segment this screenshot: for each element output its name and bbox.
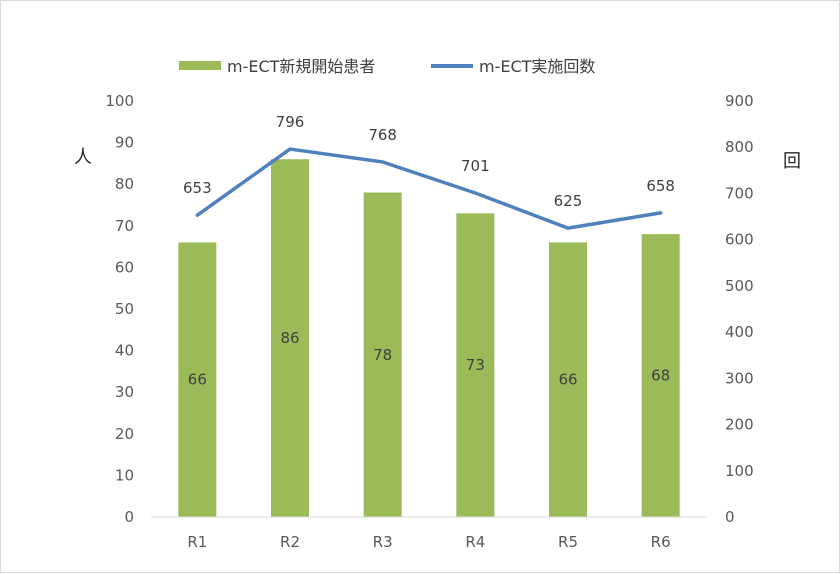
line-series: 653 796 768 701 625 658 — [183, 113, 675, 230]
y-tick-label: 90 — [115, 134, 134, 152]
bar — [456, 213, 495, 517]
y-tick-label: 40 — [115, 342, 134, 360]
y-tick-label: 20 — [115, 425, 134, 443]
line-point — [288, 147, 292, 151]
series-line — [195, 147, 663, 230]
y2-axis-ticks: 0 100 200 300 400 500 600 700 800 900 — [725, 92, 754, 526]
bar — [549, 242, 587, 517]
line-point — [381, 160, 385, 164]
line-data-label: 796 — [276, 113, 305, 131]
x-tick-label: R2 — [280, 533, 300, 551]
line-point — [473, 191, 477, 195]
line-data-label: 625 — [554, 192, 583, 210]
y-tick-label: 0 — [124, 508, 134, 526]
y2-tick-label: 100 — [725, 462, 754, 480]
y-tick-label: 30 — [115, 383, 134, 401]
bar-series: 66 86 78 73 66 68 — [178, 159, 680, 518]
y2-tick-label: 0 — [725, 508, 735, 526]
y-tick-label: 80 — [115, 175, 134, 193]
legend-line-label: m-ECT実施回数 — [479, 57, 595, 76]
line-data-label: 653 — [183, 179, 212, 197]
x-tick-label: R3 — [373, 533, 393, 551]
y2-axis-title: 回 — [783, 151, 801, 172]
x-tick-label: R1 — [187, 533, 207, 551]
bar-data-label: 73 — [466, 356, 485, 374]
bar-data-label: 66 — [558, 371, 577, 389]
line-point — [195, 213, 199, 217]
x-tick-label: R4 — [465, 533, 485, 551]
bar-data-label: 66 — [188, 371, 207, 389]
bar — [271, 159, 309, 518]
y-axis-ticks: 0 10 20 30 40 50 60 70 80 90 100 — [105, 92, 134, 526]
y-tick-label: 70 — [115, 217, 134, 235]
y2-tick-label: 500 — [725, 277, 754, 295]
bar — [178, 242, 217, 517]
y-tick-label: 100 — [105, 92, 134, 110]
y2-tick-label: 200 — [725, 416, 754, 434]
legend-bar-label: m-ECT新規開始患者 — [227, 57, 375, 76]
x-axis-ticks: R1 R2 R3 R4 R5 R6 — [187, 533, 670, 551]
bar-data-label: 68 — [651, 367, 670, 385]
y-tick-label: 10 — [115, 466, 134, 484]
line-point — [566, 226, 570, 230]
x-tick-label: R5 — [558, 533, 578, 551]
y2-tick-label: 600 — [725, 231, 754, 249]
x-tick-label: R6 — [651, 533, 671, 551]
y2-tick-label: 300 — [725, 369, 754, 387]
bar — [641, 234, 680, 517]
y-tick-label: 50 — [115, 300, 134, 318]
bar-data-label: 86 — [280, 329, 299, 347]
bar — [363, 192, 402, 517]
legend: m-ECT新規開始患者 m-ECT実施回数 — [179, 57, 595, 76]
y2-tick-label: 900 — [725, 92, 754, 110]
line-data-label: 701 — [461, 157, 490, 175]
y2-tick-label: 800 — [725, 138, 754, 156]
y-tick-label: 60 — [115, 258, 134, 276]
line-point — [659, 211, 663, 215]
y2-tick-label: 400 — [725, 323, 754, 341]
y-axis-title: 人 — [74, 147, 92, 168]
line-data-label: 658 — [646, 177, 675, 195]
bar-data-label: 78 — [373, 346, 392, 364]
legend-bar-swatch — [179, 61, 221, 70]
y2-tick-label: 700 — [725, 184, 754, 202]
line-data-label: 768 — [368, 126, 397, 144]
